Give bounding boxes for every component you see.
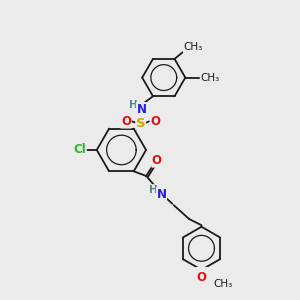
Text: N: N [157,188,166,201]
Text: CH₃: CH₃ [200,73,220,82]
Text: Cl: Cl [74,143,86,157]
Text: O: O [152,154,162,167]
Text: O: O [150,115,160,128]
Text: H: H [129,100,138,110]
Text: H: H [149,185,158,195]
Text: O: O [196,271,206,284]
Text: O: O [121,115,131,128]
Text: N: N [136,103,146,116]
Text: CH₃: CH₃ [213,279,233,289]
Text: CH₃: CH₃ [183,42,202,52]
Text: S: S [136,116,146,130]
